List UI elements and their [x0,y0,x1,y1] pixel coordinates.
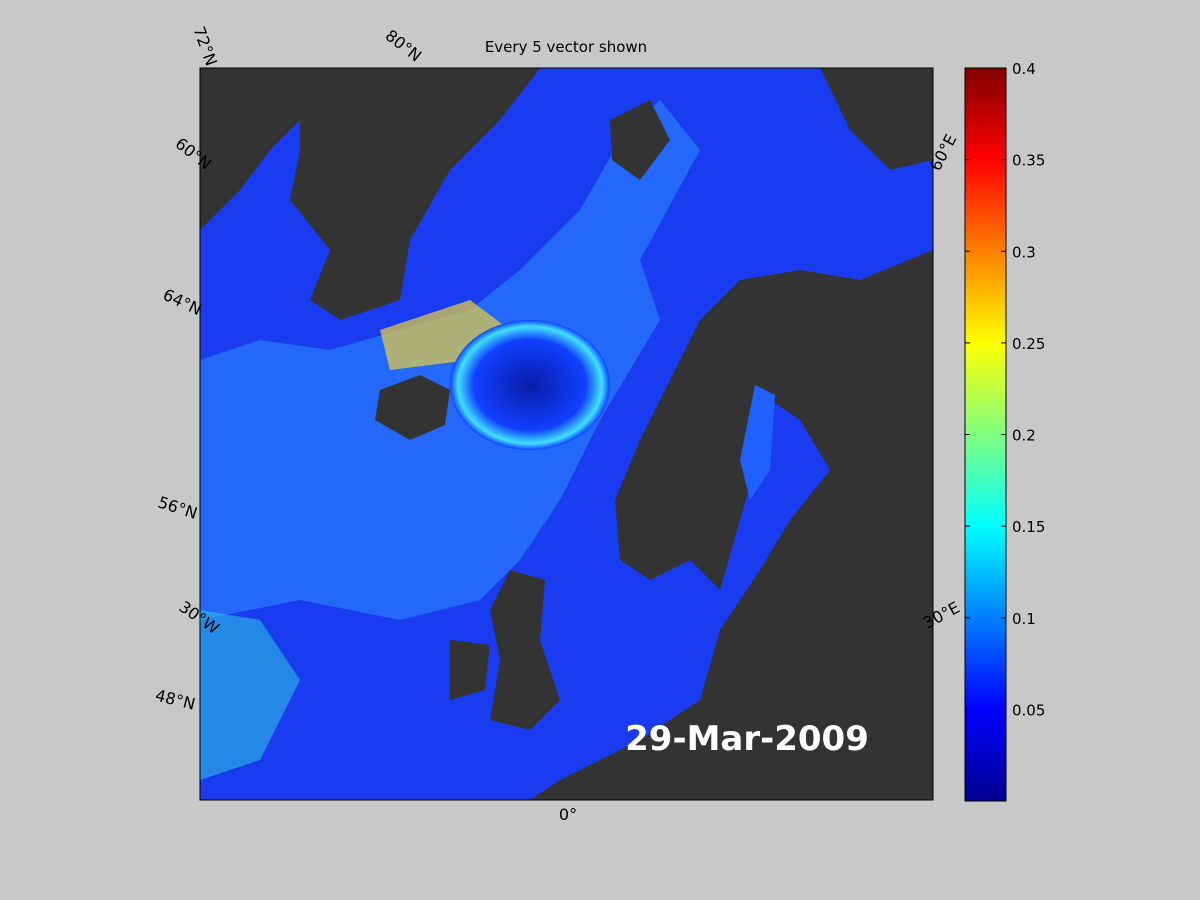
land-greenland [200,68,330,230]
gulf-of-bothnia [740,385,775,500]
land-britain [490,570,560,730]
date-label: 29-Mar-2009 [625,719,869,759]
colorbar-tick-label: 0.3 [1012,243,1036,261]
map [200,68,933,800]
colorbar-tick-label: 0.1 [1012,610,1036,628]
colorbar-tick-label: 0.2 [1012,427,1036,445]
eddy [450,320,610,450]
land-novaya-zemlya [820,68,933,170]
land-iceland [375,375,450,440]
map-frame [199,67,934,801]
graticule-label: 0° [559,805,577,824]
land-greenland [290,68,540,320]
colorbar-tick-label: 0.05 [1012,701,1045,719]
land-svalbard [610,100,670,180]
land-ireland [450,640,490,700]
current-band [200,610,300,780]
colorbar [964,67,1007,802]
colorbar-tick-label: 0.35 [1012,152,1045,170]
colorbar-tick-label: 0.15 [1012,518,1045,536]
title: Every 5 vector shown [485,38,647,56]
colorbar-tick-label: 0.4 [1012,60,1036,78]
land-scandinavia-europe [530,250,933,800]
colorbar-tick-label: 0.25 [1012,335,1045,353]
